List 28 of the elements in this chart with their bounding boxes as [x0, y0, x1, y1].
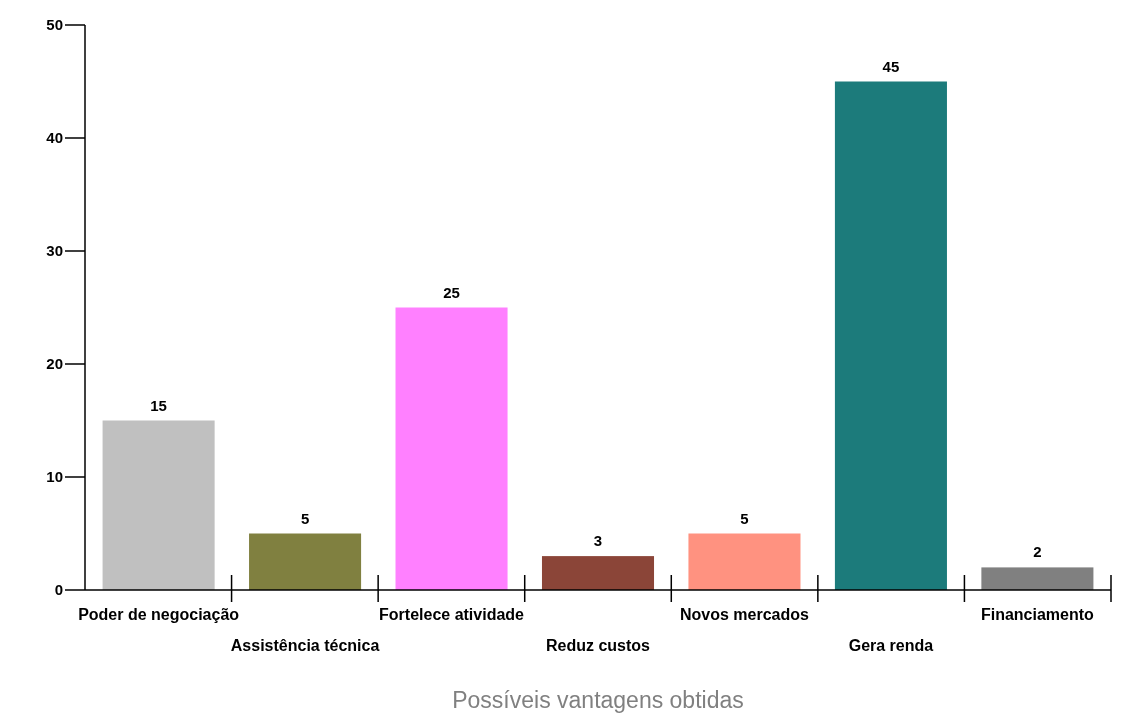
- y-tick-label: 20: [46, 355, 63, 372]
- data-label: 45: [882, 57, 900, 75]
- y-tick-label: 30: [46, 242, 63, 259]
- bar: [395, 307, 508, 590]
- bar: [249, 533, 362, 590]
- x-tick-label: Novos mercados: [680, 606, 810, 623]
- data-label: 25: [443, 283, 460, 301]
- data-label: 3: [593, 532, 603, 550]
- y-tick-label: 50: [46, 16, 63, 33]
- data-label: 5: [740, 509, 749, 527]
- y-tick-label: 0: [54, 581, 63, 598]
- bar: [688, 533, 801, 590]
- x-tick-label: Assistência técnica: [230, 637, 380, 654]
- data-label: 15: [150, 396, 167, 414]
- data-label: 2: [1033, 543, 1042, 561]
- x-axis-title: Possíveis vantagens obtidas: [452, 687, 744, 713]
- x-tick-label: Reduz custos: [545, 637, 651, 654]
- x-tick-label: Poder de negociação: [78, 606, 240, 623]
- y-tick-label: 10: [46, 468, 63, 485]
- x-tick-label: Financiamento: [980, 606, 1095, 623]
- bar: [541, 556, 655, 590]
- x-tick-label: Fortelece atividade: [379, 606, 525, 623]
- data-label: 5: [300, 509, 310, 527]
- x-tick-label: Gera renda: [848, 637, 934, 654]
- bar: [981, 567, 1094, 590]
- y-tick-label: 40: [46, 129, 63, 146]
- bar: [834, 81, 947, 590]
- bar: [102, 420, 215, 590]
